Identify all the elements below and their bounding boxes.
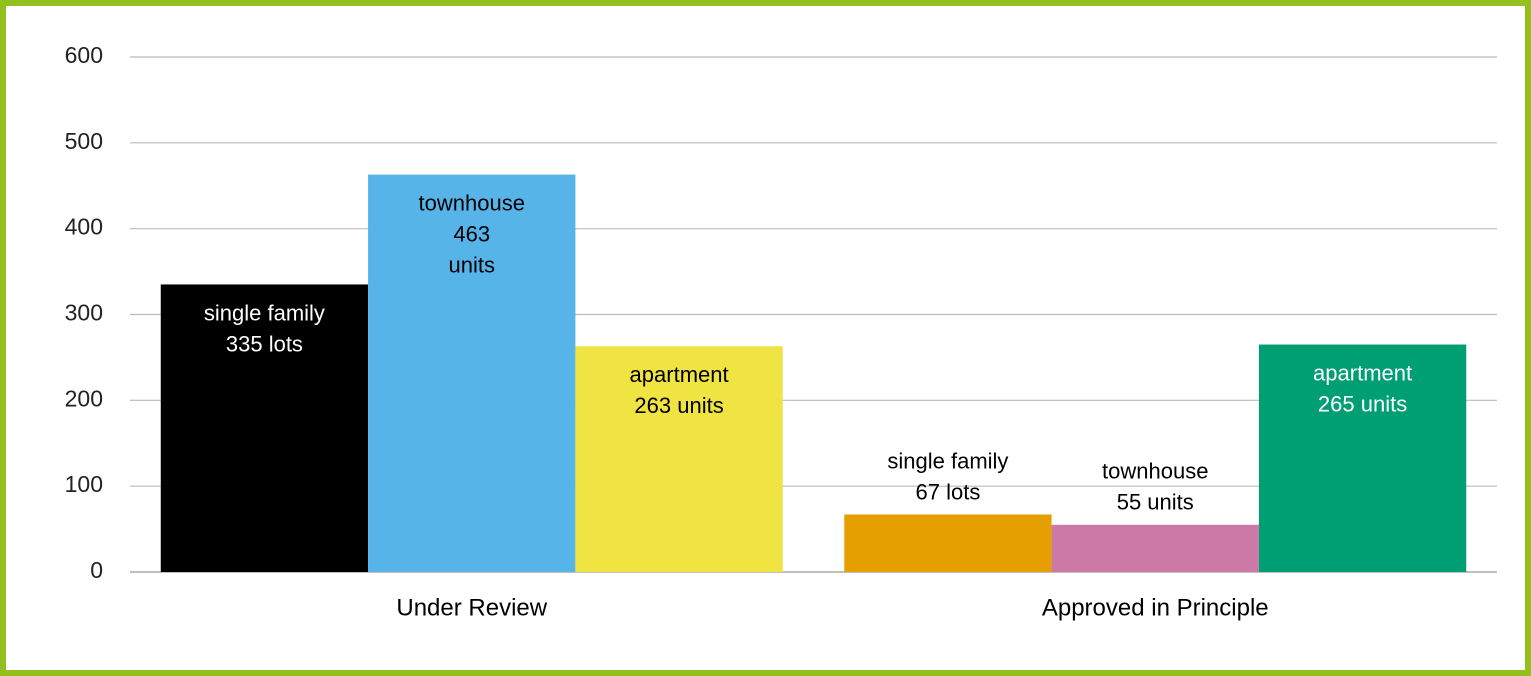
x-tick-label: Under Review	[396, 594, 547, 621]
y-tick-label: 200	[65, 385, 103, 411]
data-label: 265 units	[1318, 391, 1407, 416]
data-label: 463	[453, 221, 490, 246]
data-label: apartment	[1313, 360, 1412, 385]
x-tick-label: Approved in Principle	[1042, 594, 1269, 621]
data-label: 67 lots	[916, 479, 981, 504]
y-tick-label: 400	[65, 214, 103, 240]
data-label: single family	[204, 300, 325, 325]
y-tick-label: 300	[65, 300, 103, 326]
bar	[1258, 344, 1467, 572]
bar	[1051, 524, 1259, 572]
data-label: 335 lots	[226, 331, 303, 356]
data-label: units	[449, 252, 495, 277]
bar	[368, 174, 576, 572]
bar	[160, 284, 369, 572]
data-label: townhouse	[1102, 459, 1208, 484]
data-label: single family	[887, 448, 1008, 473]
y-tick-label: 500	[65, 128, 103, 154]
data-label: 55 units	[1117, 490, 1194, 515]
data-label: apartment	[630, 362, 729, 387]
bar	[575, 346, 783, 572]
data-label: 263 units	[634, 393, 723, 418]
bar	[844, 514, 1052, 572]
data-label: townhouse	[419, 190, 525, 215]
y-tick-label: 100	[65, 471, 103, 497]
y-tick-label: 0	[90, 557, 103, 583]
y-tick-label: 600	[65, 42, 103, 68]
